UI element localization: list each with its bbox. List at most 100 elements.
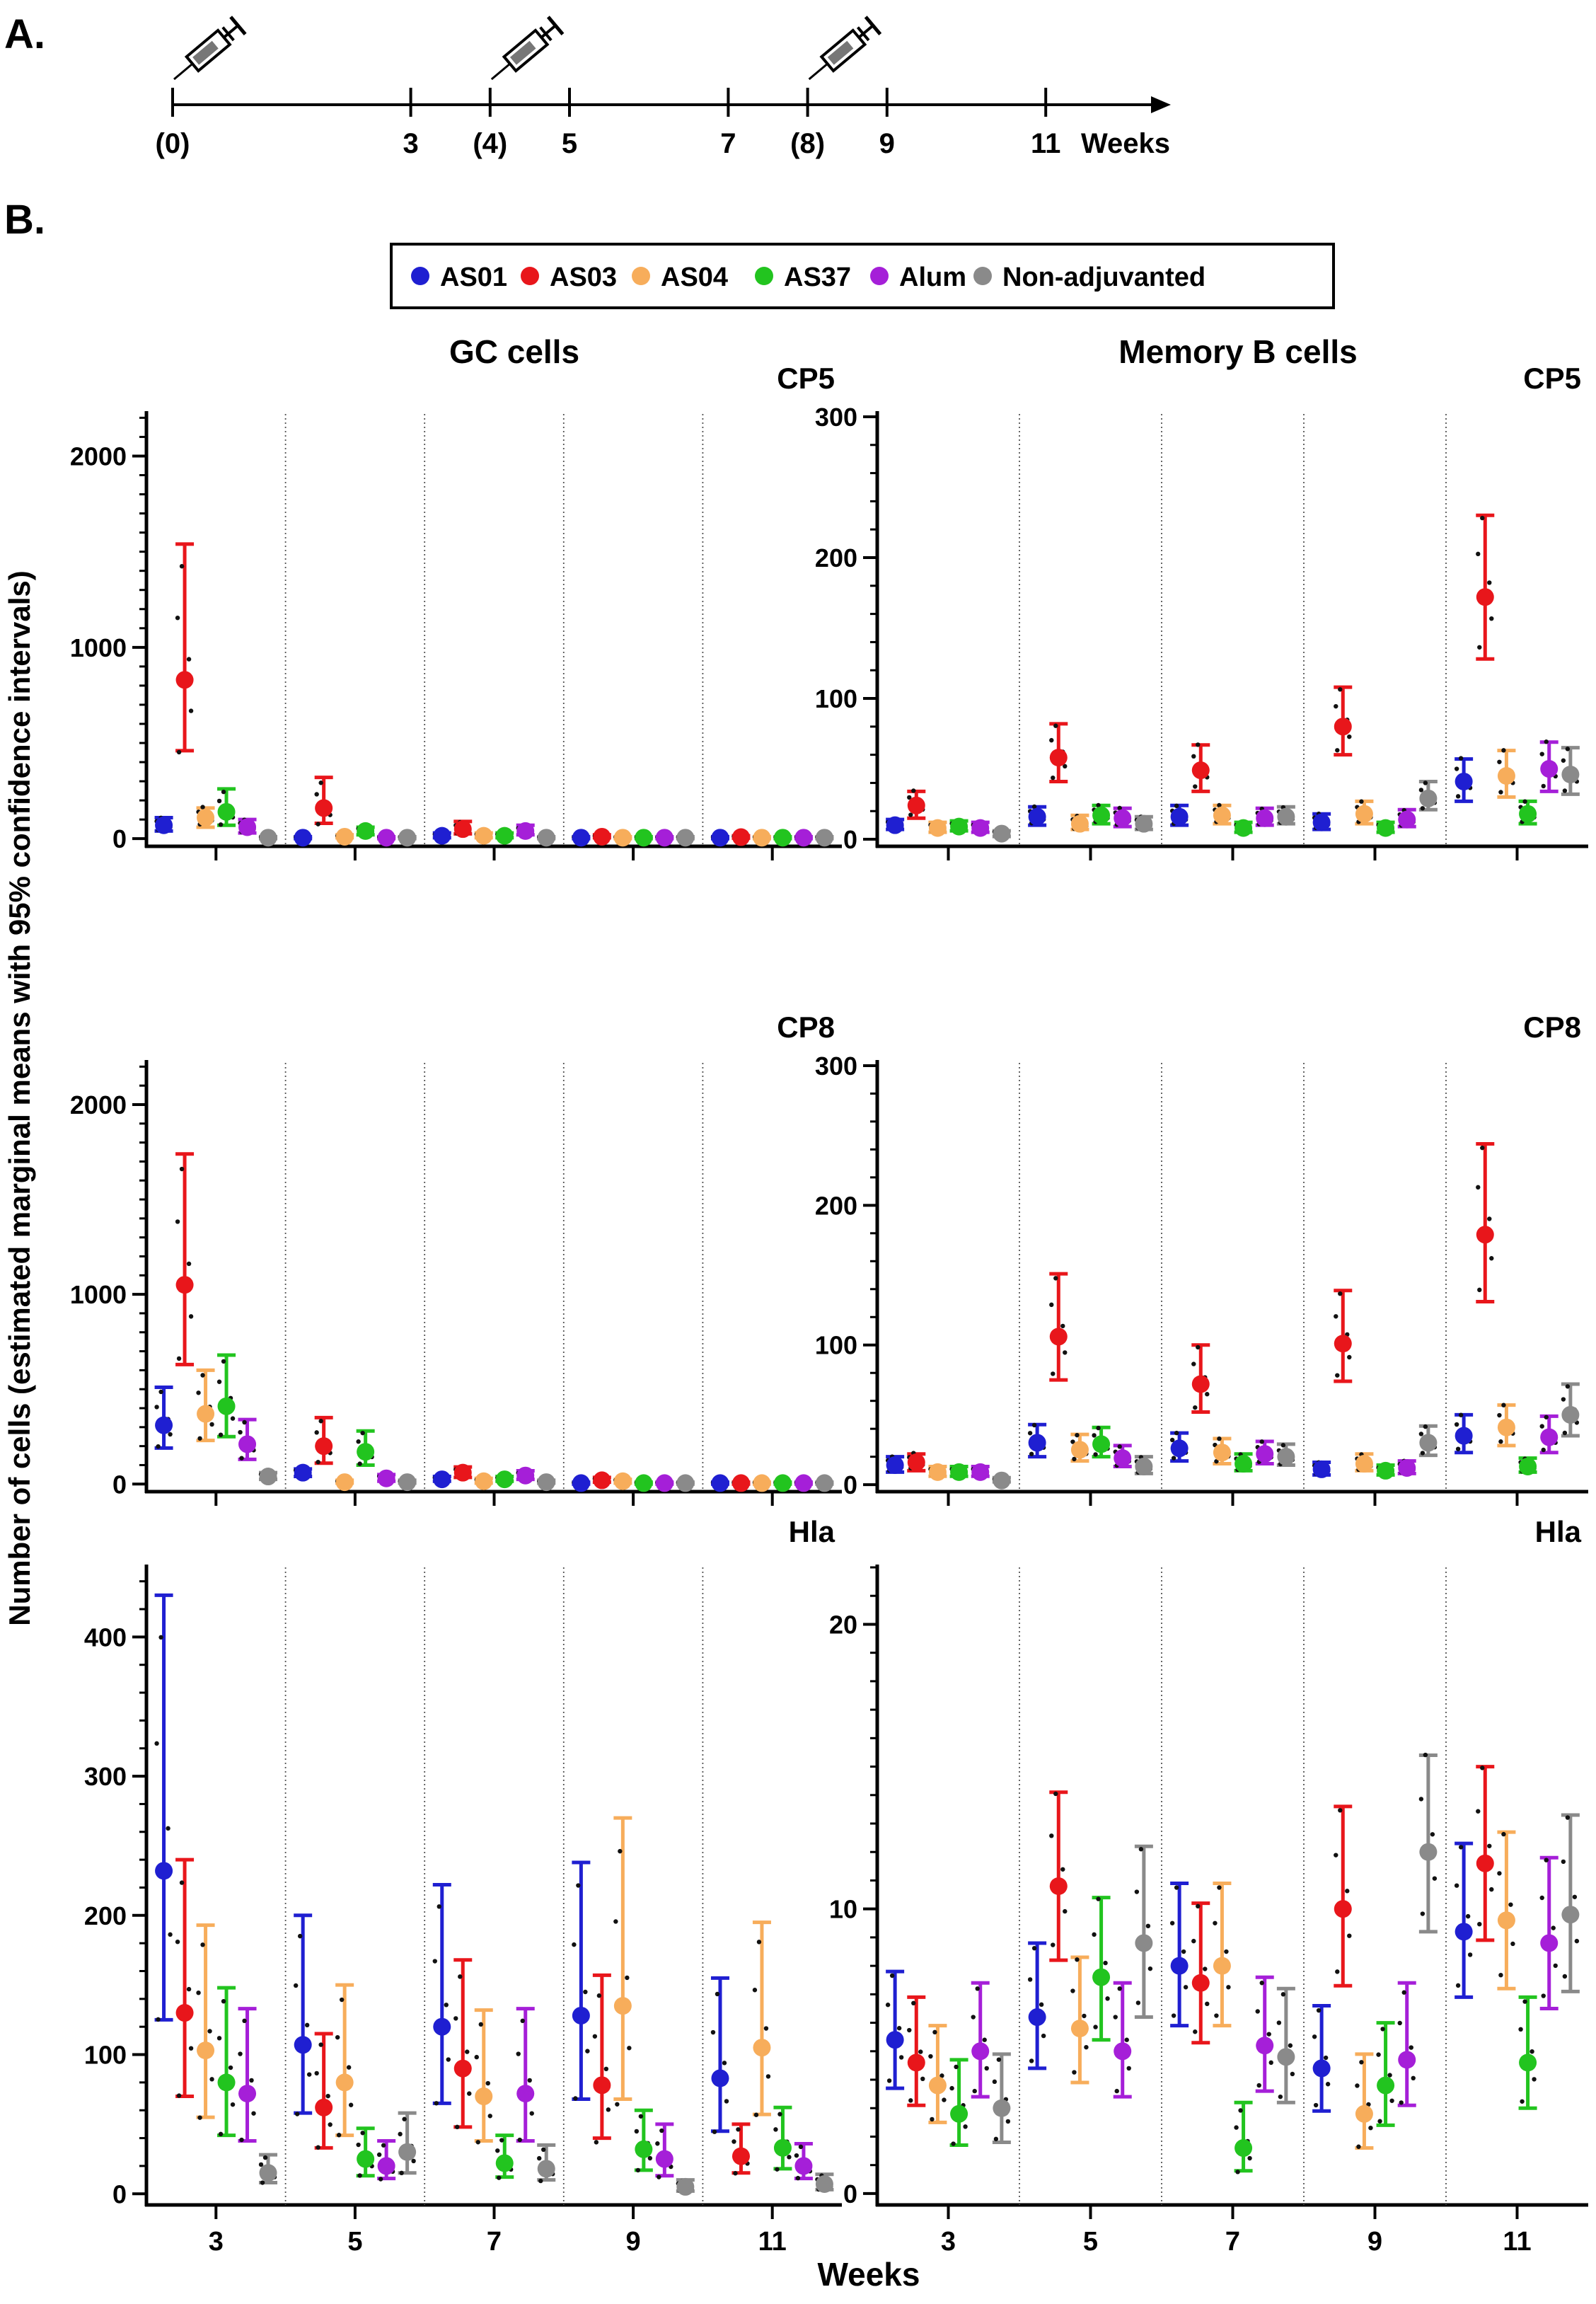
mean-point [1476, 1226, 1494, 1244]
individual-point [908, 2098, 913, 2103]
individual-point [1561, 1397, 1566, 1402]
mean-point [886, 1456, 904, 1474]
individual-point [200, 1942, 205, 1947]
individual-point [1377, 2119, 1382, 2124]
individual-point [209, 2077, 214, 2082]
individual-point [188, 708, 194, 713]
timeline-label-4: (4) [473, 128, 507, 159]
individual-point [348, 2102, 354, 2107]
mean-point [315, 1437, 333, 1456]
mean-point [495, 1470, 514, 1489]
individual-point [576, 1883, 581, 1888]
individual-point [251, 2111, 256, 2116]
mean-point [1398, 810, 1416, 829]
mean-point [928, 819, 947, 837]
individual-point [1565, 1384, 1571, 1389]
individual-point [218, 2131, 224, 2137]
individual-point [1278, 2094, 1283, 2099]
individual-point [920, 2076, 925, 2082]
individual-point [316, 1459, 320, 1465]
mean-point [950, 2104, 968, 2123]
individual-point [175, 1219, 180, 1224]
individual-point [722, 2061, 727, 2066]
individual-point [1544, 1415, 1549, 1419]
mean-point [537, 2160, 555, 2178]
individual-point [520, 2018, 525, 2024]
individual-point [1070, 1439, 1075, 1444]
mean-point [572, 2006, 590, 2024]
individual-point [242, 1419, 247, 1425]
individual-point [603, 2066, 609, 2071]
individual-point [200, 805, 205, 810]
timeline-arrowhead [1151, 96, 1171, 113]
mean-point [495, 2154, 514, 2172]
individual-point [907, 795, 912, 800]
mean-point [1419, 1434, 1438, 1452]
individual-point [1335, 1373, 1340, 1378]
individual-point [381, 2143, 386, 2148]
individual-point [928, 2054, 933, 2059]
individual-point [249, 2078, 254, 2083]
x-tick-label: 5 [1083, 2227, 1098, 2257]
individual-point [197, 1436, 202, 1441]
mean-point [1519, 805, 1537, 823]
individual-point [1338, 1291, 1343, 1296]
individual-point [1070, 1988, 1075, 1993]
mean-point [1170, 807, 1189, 826]
mean-point [1170, 1439, 1189, 1458]
individual-point [221, 789, 226, 795]
individual-point [1497, 1871, 1502, 1876]
mean-point [1191, 1974, 1210, 1992]
individual-point [1214, 1458, 1219, 1464]
mean-point [1092, 1435, 1111, 1453]
individual-point [1259, 1981, 1264, 1986]
individual-point [1313, 2102, 1319, 2108]
individual-point [432, 1959, 437, 1964]
individual-point [1553, 1963, 1558, 1969]
individual-point [1316, 2008, 1322, 2013]
individual-point [1196, 1344, 1201, 1350]
individual-point [166, 1826, 170, 1831]
individual-point [196, 1390, 201, 1395]
individual-point [1145, 1923, 1151, 1929]
mean-point [516, 1466, 535, 1485]
individual-point [1498, 1972, 1503, 1978]
individual-point [724, 2099, 729, 2104]
individual-point [158, 1635, 163, 1640]
individual-point [1562, 1430, 1568, 1436]
panel-mem-hla: Hla 0 10 20 3 5 7 9 11 [829, 1515, 1588, 2257]
mean-point [315, 2098, 333, 2116]
mean-point [1234, 1455, 1253, 1473]
individual-point [297, 1933, 303, 1939]
mean-point [1312, 1460, 1331, 1478]
mean-point [1398, 1458, 1416, 1477]
mean-point [1213, 806, 1231, 824]
individual-point [1420, 1911, 1426, 1916]
individual-point [1454, 1422, 1459, 1427]
individual-point [207, 2029, 212, 2034]
individual-point [753, 2112, 759, 2117]
individual-point [475, 2140, 480, 2145]
legend-label-as01: AS01 [440, 263, 507, 292]
syringe-grip [856, 26, 870, 42]
individual-point [1562, 1974, 1568, 1979]
individual-point [1191, 754, 1196, 759]
legend-marker-as04 [632, 267, 650, 285]
individual-point [188, 1314, 194, 1319]
mean-point [1049, 749, 1068, 767]
individual-point [1561, 1859, 1566, 1865]
individual-point [356, 1439, 361, 1444]
panel-label-b: B. [4, 197, 45, 243]
individual-point [228, 2065, 233, 2070]
individual-point [196, 1990, 201, 1995]
individual-point [238, 1429, 243, 1435]
mean-point [1092, 806, 1111, 824]
individual-point [1489, 616, 1494, 621]
individual-point [1096, 1896, 1101, 1901]
mean-point [676, 2177, 695, 2196]
y-tick-label: 2000 [70, 1090, 127, 1119]
individual-point [886, 2078, 892, 2083]
individual-point [1113, 2015, 1118, 2020]
timeline-label-0: (0) [156, 128, 190, 159]
individual-point [239, 2137, 244, 2143]
